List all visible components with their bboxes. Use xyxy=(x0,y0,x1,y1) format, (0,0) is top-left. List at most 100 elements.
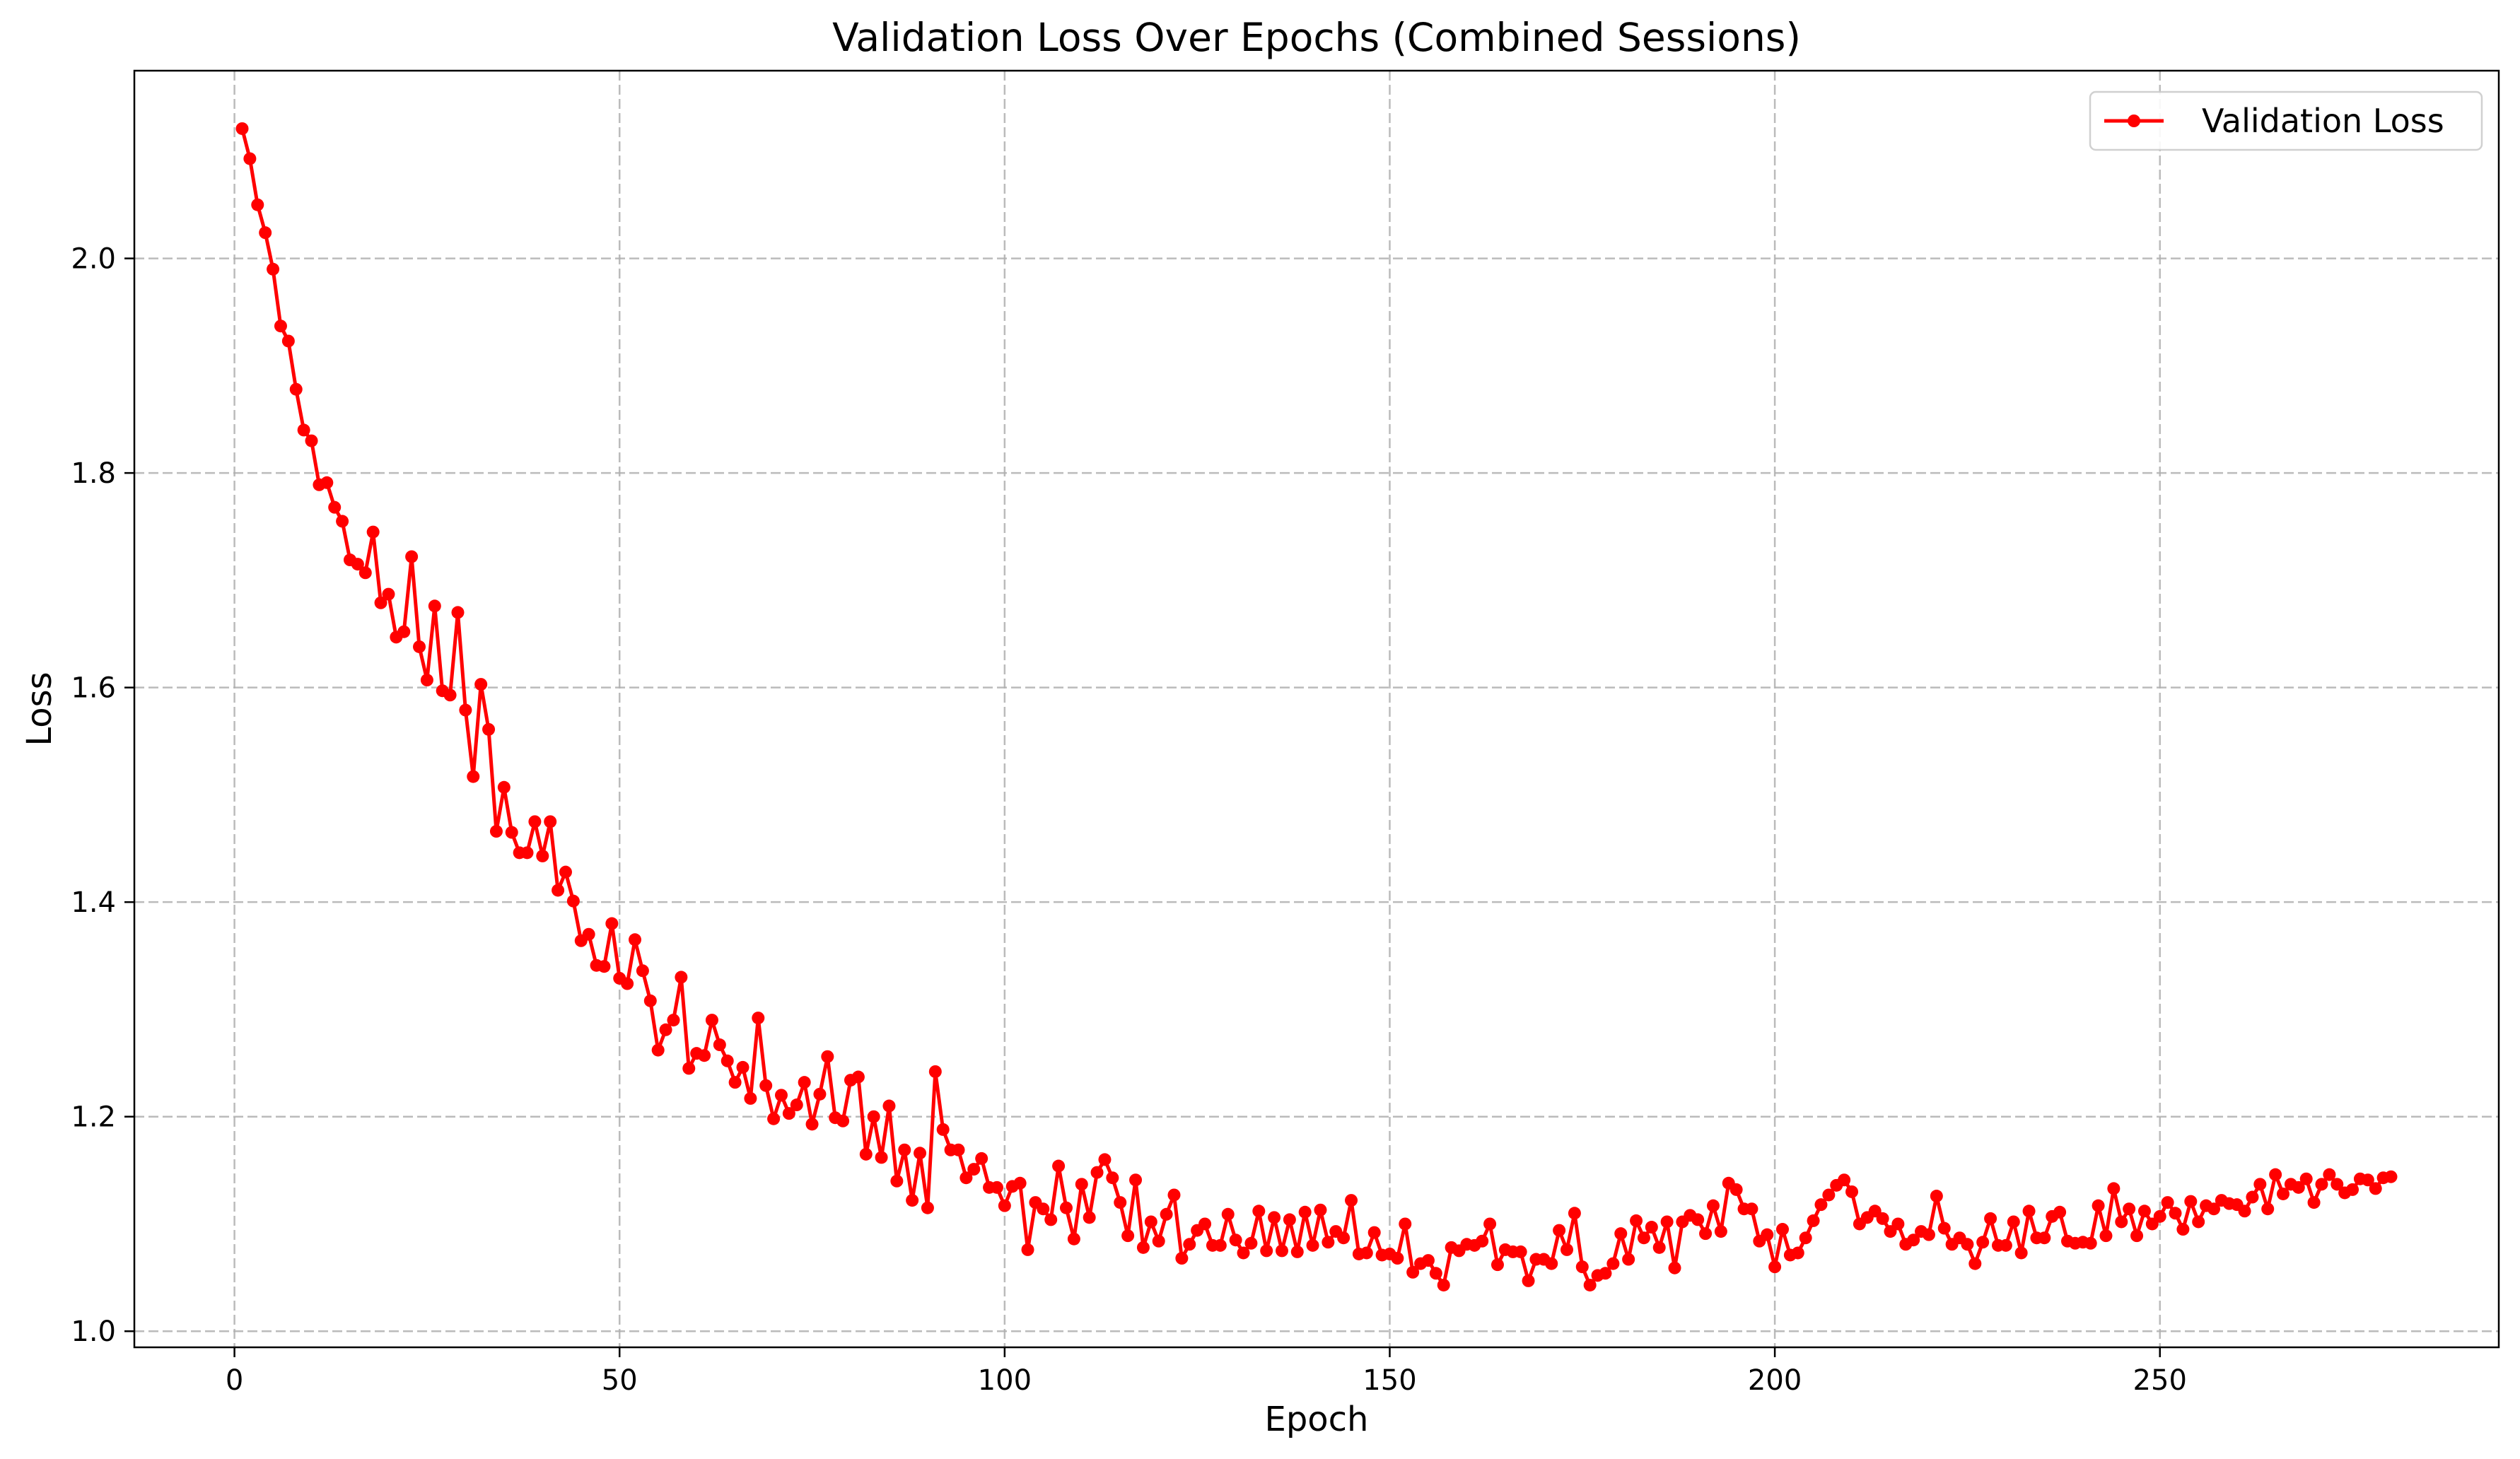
data-point xyxy=(651,1043,665,1057)
data-point xyxy=(428,599,441,613)
data-point xyxy=(813,1087,827,1101)
data-point xyxy=(1961,1238,1974,1251)
data-point xyxy=(1244,1236,1258,1250)
data-point xyxy=(882,1099,896,1113)
data-point xyxy=(1599,1267,1612,1280)
data-point xyxy=(251,198,264,211)
data-point xyxy=(1183,1238,1196,1251)
data-point xyxy=(1083,1211,1096,1224)
data-point xyxy=(1999,1238,2012,1252)
data-point xyxy=(1260,1244,1273,1258)
data-point xyxy=(721,1054,734,1067)
data-point xyxy=(2014,1246,2028,1260)
data-point xyxy=(528,815,542,828)
data-point xyxy=(1630,1214,1643,1227)
y-tick-label: 1.6 xyxy=(71,672,116,705)
data-point xyxy=(474,678,488,691)
data-point xyxy=(597,960,611,973)
data-point xyxy=(274,320,287,333)
data-point xyxy=(629,933,642,947)
x-tick-label: 250 xyxy=(2133,1364,2187,1397)
data-point xyxy=(1553,1224,1566,1237)
data-point xyxy=(782,1107,795,1120)
data-point xyxy=(2053,1205,2067,1219)
data-point xyxy=(1729,1183,1743,1196)
x-tick-label: 150 xyxy=(1363,1364,1416,1397)
axes: 0 50 100 150 200 250 1.0 1.2 1.4 1.6 1.8 2.0 xyxy=(71,243,2187,1397)
data-point xyxy=(1575,1260,1589,1274)
data-point xyxy=(1745,1202,1758,1216)
data-point xyxy=(1360,1246,1373,1260)
data-point xyxy=(1652,1241,1666,1254)
data-point xyxy=(859,1147,873,1161)
data-point xyxy=(736,1060,749,1074)
data-point xyxy=(790,1098,803,1112)
data-point xyxy=(1937,1221,1951,1235)
data-point xyxy=(1583,1278,1597,1291)
data-point xyxy=(1876,1212,1889,1225)
data-point xyxy=(1337,1231,1351,1245)
data-point xyxy=(2384,1170,2398,1183)
data-point xyxy=(798,1076,811,1089)
data-point xyxy=(1175,1252,1189,1265)
data-point xyxy=(1167,1188,1181,1202)
data-point xyxy=(2007,1215,2020,1229)
data-point xyxy=(2246,1190,2259,1204)
data-point xyxy=(2123,1202,2136,1216)
data-point xyxy=(2346,1183,2359,1196)
data-point xyxy=(505,826,518,839)
data-point xyxy=(1306,1238,1319,1252)
data-point xyxy=(405,550,419,563)
data-point xyxy=(605,917,619,930)
y-tick-label: 1.0 xyxy=(71,1316,116,1348)
data-point xyxy=(1522,1274,1535,1287)
data-point xyxy=(1645,1221,1658,1234)
data-point xyxy=(1660,1215,1674,1229)
legend-box xyxy=(2089,90,2483,151)
data-point xyxy=(1691,1213,1705,1226)
data-point xyxy=(1314,1203,1327,1217)
data-point xyxy=(1907,1234,1920,1247)
legend-dot-marker xyxy=(2128,115,2140,127)
data-point xyxy=(1152,1234,1165,1248)
data-point xyxy=(821,1050,834,1063)
data-point xyxy=(459,703,472,717)
data-point xyxy=(1198,1217,1212,1231)
data-point xyxy=(921,1201,934,1214)
data-point xyxy=(713,1038,726,1052)
data-point xyxy=(1814,1198,1828,1212)
data-point xyxy=(728,1076,742,1089)
data-point xyxy=(2277,1187,2290,1200)
data-point xyxy=(1367,1226,1381,1239)
data-point xyxy=(520,846,534,860)
data-point xyxy=(1491,1258,1504,1272)
data-point xyxy=(1283,1213,1296,1226)
data-point xyxy=(1768,1260,1782,1274)
data-point xyxy=(451,606,465,619)
legend: Validation Loss xyxy=(2089,90,2483,151)
data-point xyxy=(1891,1217,1905,1231)
data-point xyxy=(990,1180,1003,1194)
data-point xyxy=(2137,1205,2151,1218)
data-point xyxy=(1136,1241,1150,1254)
data-point xyxy=(443,689,457,702)
data-point xyxy=(1476,1234,1489,1248)
data-point xyxy=(536,849,549,862)
data-point xyxy=(397,625,411,638)
data-point xyxy=(1776,1223,1789,1236)
data-point xyxy=(682,1062,696,1075)
data-point xyxy=(544,815,557,828)
data-point xyxy=(1399,1217,1412,1231)
data-point xyxy=(582,927,595,941)
data-point xyxy=(705,1014,718,1027)
data-point xyxy=(489,825,503,838)
data-point xyxy=(1545,1257,1558,1270)
data-point xyxy=(1298,1205,1312,1219)
y-tick-label: 1.2 xyxy=(71,1101,116,1134)
data-point xyxy=(928,1065,942,1078)
data-point xyxy=(1406,1265,1420,1279)
data-point xyxy=(297,423,310,437)
data-point xyxy=(2099,1229,2113,1243)
data-point xyxy=(851,1070,865,1084)
